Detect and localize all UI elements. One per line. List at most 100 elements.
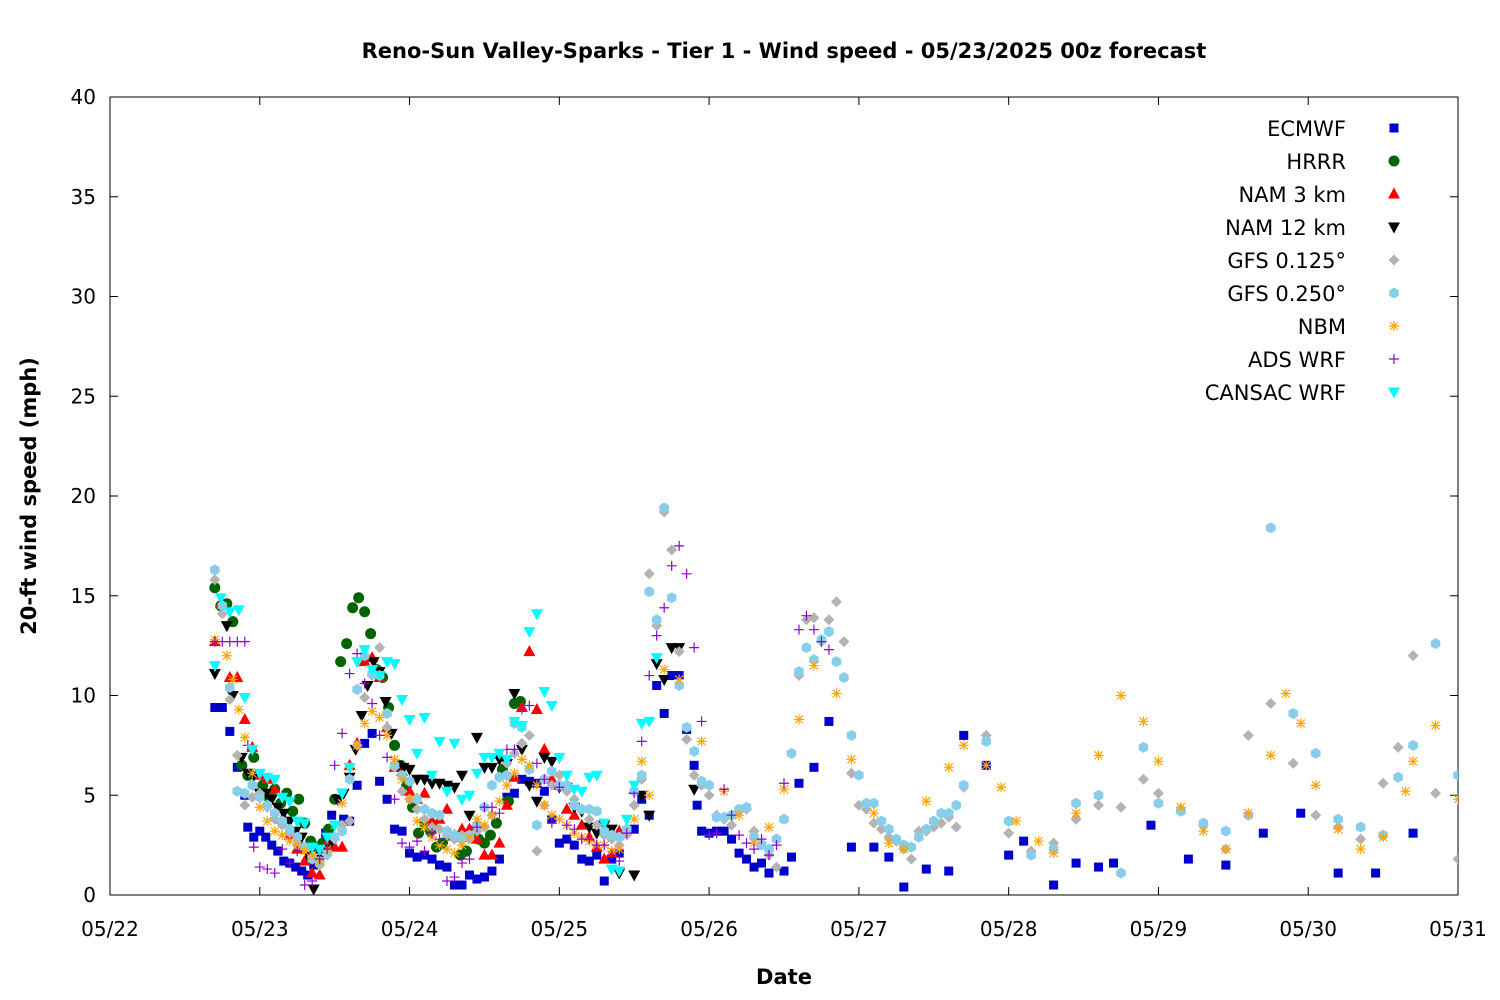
- data-point: [390, 824, 400, 834]
- legend-marker: [1388, 222, 1400, 234]
- data-point: [1371, 868, 1381, 878]
- data-point: [313, 844, 326, 856]
- data-point: [629, 814, 640, 825]
- data-point: [1408, 756, 1419, 767]
- data-point: [382, 752, 393, 763]
- data-point: [434, 840, 445, 851]
- data-point: [584, 856, 594, 866]
- data-point: [248, 751, 260, 763]
- data-point: [635, 718, 648, 730]
- data-point: [659, 664, 670, 675]
- data-point: [247, 779, 258, 791]
- data-point: [696, 716, 707, 727]
- data-point: [636, 769, 647, 781]
- data-point: [1407, 650, 1419, 662]
- data-point: [327, 810, 337, 820]
- data-point: [343, 762, 356, 774]
- data-point: [1033, 836, 1044, 847]
- y-axis-label: 20-ft wind speed (mph): [17, 357, 41, 635]
- data-point: [1265, 697, 1277, 709]
- data-point: [470, 732, 483, 744]
- x-tick-label: 05/28: [980, 917, 1038, 941]
- data-point: [261, 832, 271, 842]
- data-point: [248, 842, 259, 853]
- y-tick-label: 15: [71, 584, 96, 608]
- data-point: [396, 694, 409, 706]
- data-point: [501, 780, 512, 791]
- data-point: [262, 816, 273, 827]
- data-point: [861, 797, 872, 809]
- data-point: [666, 592, 677, 604]
- data-point: [292, 846, 303, 857]
- data-point: [651, 630, 662, 641]
- data-point: [355, 710, 368, 722]
- data-point: [485, 752, 498, 764]
- data-point: [366, 665, 379, 677]
- data-point: [238, 692, 251, 704]
- data-point: [1408, 739, 1418, 751]
- data-point: [1004, 850, 1014, 860]
- data-point: [442, 844, 452, 855]
- data-point: [509, 768, 520, 779]
- data-point: [283, 796, 296, 808]
- data-point: [884, 823, 894, 835]
- data-point: [508, 716, 521, 728]
- data-point: [239, 732, 250, 743]
- data-point: [1138, 741, 1149, 753]
- data-point: [1003, 815, 1014, 827]
- data-point: [365, 628, 377, 640]
- data-point: [277, 844, 288, 855]
- data-point: [486, 810, 497, 821]
- data-point: [500, 798, 513, 810]
- data-point: [220, 621, 233, 633]
- data-point: [816, 636, 827, 647]
- data-point: [1198, 826, 1209, 837]
- data-point: [1109, 858, 1119, 868]
- data-point: [403, 764, 416, 776]
- data-point: [434, 809, 445, 821]
- data-point: [569, 824, 580, 835]
- data-point: [996, 782, 1007, 793]
- data-point: [494, 854, 504, 864]
- data-point: [448, 738, 461, 750]
- data-point: [1094, 862, 1104, 872]
- data-point: [299, 880, 310, 891]
- data-point: [442, 825, 452, 837]
- data-point: [846, 754, 857, 765]
- data-point: [255, 826, 265, 836]
- data-point: [352, 740, 363, 751]
- data-point: [779, 784, 789, 795]
- data-point: [1152, 787, 1164, 799]
- data-point: [389, 794, 400, 805]
- data-point: [1266, 522, 1276, 534]
- data-point: [341, 638, 353, 650]
- data-point: [688, 769, 700, 781]
- data-point: [583, 772, 596, 784]
- data-point: [1175, 802, 1186, 813]
- data-point: [515, 744, 528, 756]
- data-point: [801, 642, 812, 654]
- data-point: [719, 784, 730, 795]
- legend-label: NAM 3 km: [1238, 183, 1346, 207]
- data-point: [358, 645, 371, 657]
- data-point: [1296, 808, 1306, 818]
- data-point: [1221, 825, 1231, 837]
- y-tick-label: 25: [71, 384, 96, 408]
- data-point: [435, 860, 445, 870]
- data-point: [764, 843, 774, 855]
- data-point: [958, 779, 969, 791]
- data-point: [1310, 747, 1321, 759]
- data-point: [771, 861, 783, 873]
- data-point: [224, 693, 236, 705]
- data-point: [838, 636, 850, 648]
- data-point: [1265, 750, 1276, 761]
- data-point: [921, 864, 931, 874]
- data-point: [950, 821, 962, 833]
- data-point: [500, 754, 513, 766]
- data-point: [336, 840, 349, 852]
- data-point: [1003, 827, 1015, 839]
- data-point: [554, 782, 565, 793]
- data-point: [397, 826, 407, 836]
- data-point: [943, 807, 954, 819]
